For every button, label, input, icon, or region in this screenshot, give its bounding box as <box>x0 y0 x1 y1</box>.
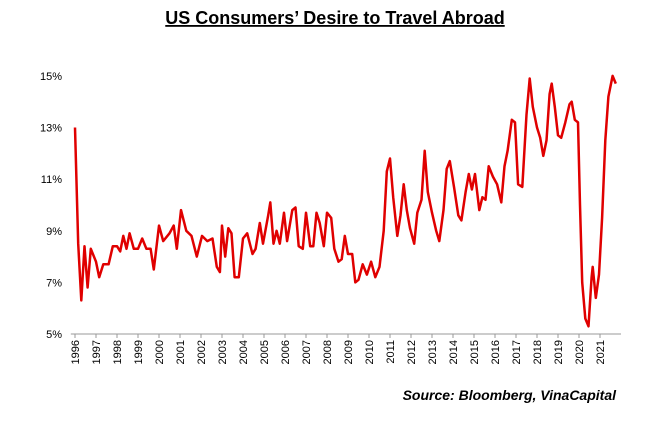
y-tick-label: 13% <box>40 123 62 135</box>
x-tick-label: 2018 <box>532 340 544 364</box>
x-tick-label: 2002 <box>196 340 208 364</box>
x-tick-label: 2019 <box>553 340 565 364</box>
y-tick-label: 7% <box>46 277 62 289</box>
x-tick-label: 2014 <box>448 340 460 364</box>
x-tick-label: 2009 <box>343 340 355 364</box>
x-tick-label: 2003 <box>217 340 229 364</box>
x-tick-label: 2004 <box>238 340 250 364</box>
x-tick-label: 2010 <box>364 340 376 364</box>
chart-title: US Consumers’ Desire to Travel Abroad <box>165 8 504 28</box>
x-tick-label: 2005 <box>259 340 271 364</box>
x-tick-label: 2001 <box>175 340 187 364</box>
x-tick-label: 2020 <box>574 340 586 364</box>
y-tick-label: 11% <box>41 174 62 186</box>
x-tick-label: 2017 <box>511 340 523 364</box>
x-tick-label: 2015 <box>469 340 481 364</box>
source-note: Source: Bloomberg, VinaCapital <box>403 387 618 403</box>
x-tick-label: 2016 <box>490 340 502 364</box>
x-tick-label: 1997 <box>91 340 103 364</box>
y-tick-label: 5% <box>46 329 62 341</box>
x-tick-label: 2012 <box>406 340 418 364</box>
x-tick-label: 2011 <box>385 340 397 364</box>
x-tick-label: 2021 <box>595 340 607 364</box>
x-tick-label: 1999 <box>133 340 145 364</box>
y-tick-label: 15% <box>40 71 62 83</box>
y-tick-label: 9% <box>46 226 62 238</box>
x-tick-label: 1996 <box>70 340 82 364</box>
x-tick-label: 1998 <box>112 340 124 364</box>
x-tick-label: 2000 <box>154 340 166 364</box>
x-tick-label: 2013 <box>427 340 439 364</box>
data-line <box>73 74 617 328</box>
x-tick-label: 2008 <box>322 340 334 364</box>
x-tick-label: 2007 <box>301 340 313 364</box>
x-tick-label: 2006 <box>280 340 292 364</box>
